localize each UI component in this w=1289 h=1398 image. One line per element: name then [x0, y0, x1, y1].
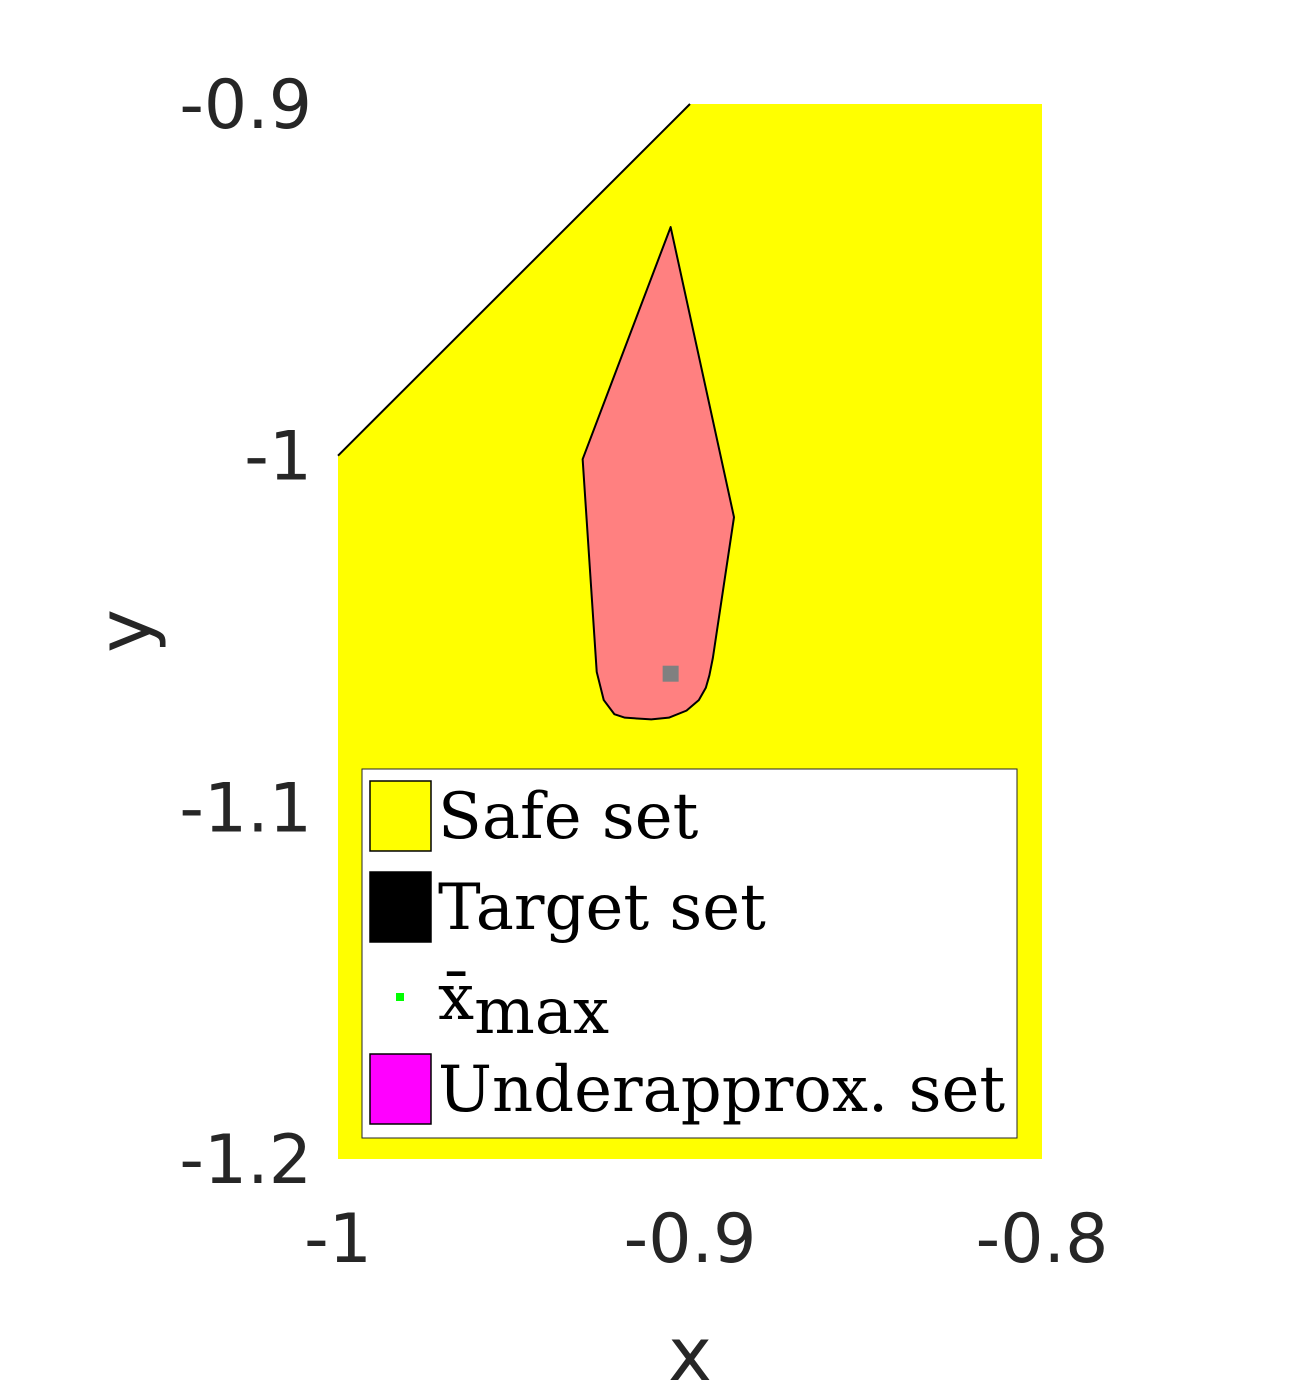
y-tick-label: -1.1: [179, 769, 312, 848]
legend-label-subscript: max: [474, 975, 609, 1049]
sample-point-marker: [662, 665, 679, 682]
y-axis-label: y: [82, 609, 168, 653]
y-tick-label: -1: [244, 418, 312, 497]
y-tick-label: -1.2: [179, 1121, 312, 1200]
underapprox-region: [581, 226, 735, 721]
legend-label: Underapprox. set: [438, 1053, 1005, 1127]
x-tick-label: -1: [304, 1200, 372, 1279]
y-tick-label: -0.9: [179, 66, 312, 145]
legend-swatch: [369, 871, 432, 943]
legend-swatch: [369, 1053, 432, 1125]
marker-layer: [662, 665, 679, 682]
x-axis-ticks: -1 -0.9 -0.8: [304, 1200, 1108, 1279]
legend-box: [361, 768, 1018, 1139]
legend-label: Target set: [438, 871, 766, 945]
x-tick-label: -0.9: [624, 1200, 757, 1279]
legend-swatch: [369, 780, 432, 852]
safe-set-boundary-line: [337, 103, 691, 457]
x-tick-label: -0.8: [976, 1200, 1109, 1279]
y-axis-ticks: -1.2 -1.1 -1 -0.9: [179, 66, 312, 1200]
legend-marker: [396, 993, 404, 1001]
legend-label: x̄max: [438, 961, 609, 1049]
x-axis-label: x: [668, 1312, 712, 1398]
legend-label: Safe set: [438, 780, 699, 854]
region-layer: [581, 226, 735, 721]
